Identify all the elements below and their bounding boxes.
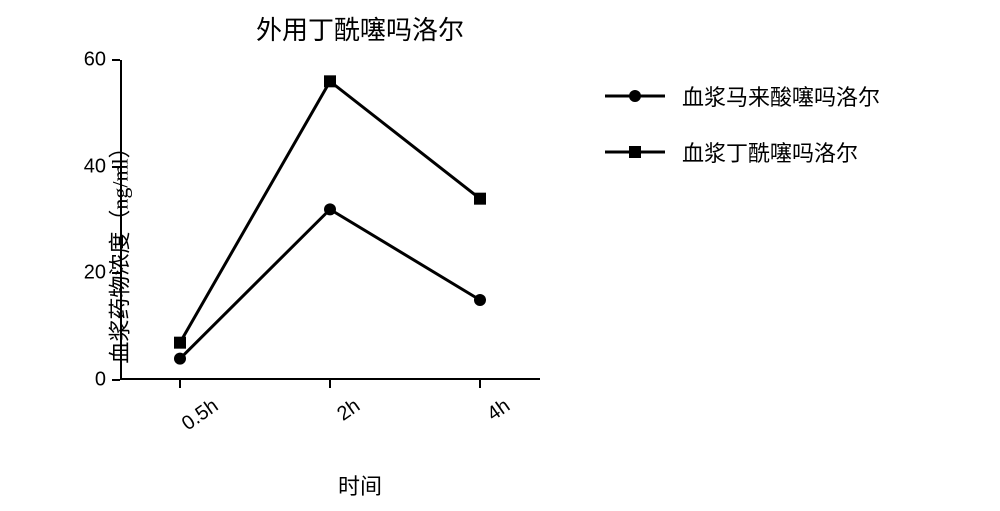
legend-marker-icon	[600, 142, 670, 162]
x-tick-label: 0.5h	[168, 380, 223, 436]
x-tick-mark	[479, 380, 481, 388]
series-marker	[474, 193, 486, 205]
y-tick-mark	[112, 272, 120, 274]
series-marker	[474, 294, 486, 306]
legend-label: 血浆丁酰噻吗洛尔	[682, 136, 858, 168]
x-axis-label: 时间	[300, 469, 420, 501]
series-marker	[324, 203, 336, 215]
y-tick-mark	[112, 166, 120, 168]
y-tick-mark	[112, 379, 120, 381]
legend-item: 血浆丁酰噻吗洛尔	[600, 136, 880, 168]
x-tick-mark	[329, 380, 331, 388]
series-svg	[120, 60, 540, 380]
legend: 血浆马来酸噻吗洛尔血浆丁酰噻吗洛尔	[600, 80, 880, 192]
series-marker	[324, 75, 336, 87]
chart-title: 外用丁酰噻吗洛尔	[180, 10, 540, 47]
plot-area: 02040600.5h2h4h	[120, 60, 540, 380]
series-marker	[174, 337, 186, 349]
chart-container: 外用丁酰噻吗洛尔 血浆药物浓度（ng/ml） 时间 02040600.5h2h4…	[0, 0, 1000, 511]
series-marker	[174, 353, 186, 365]
y-tick-mark	[112, 59, 120, 61]
legend-item: 血浆马来酸噻吗洛尔	[600, 80, 880, 112]
legend-label: 血浆马来酸噻吗洛尔	[682, 80, 880, 112]
x-tick-mark	[179, 380, 181, 388]
legend-marker-icon	[600, 86, 670, 106]
series-line	[180, 209, 480, 358]
